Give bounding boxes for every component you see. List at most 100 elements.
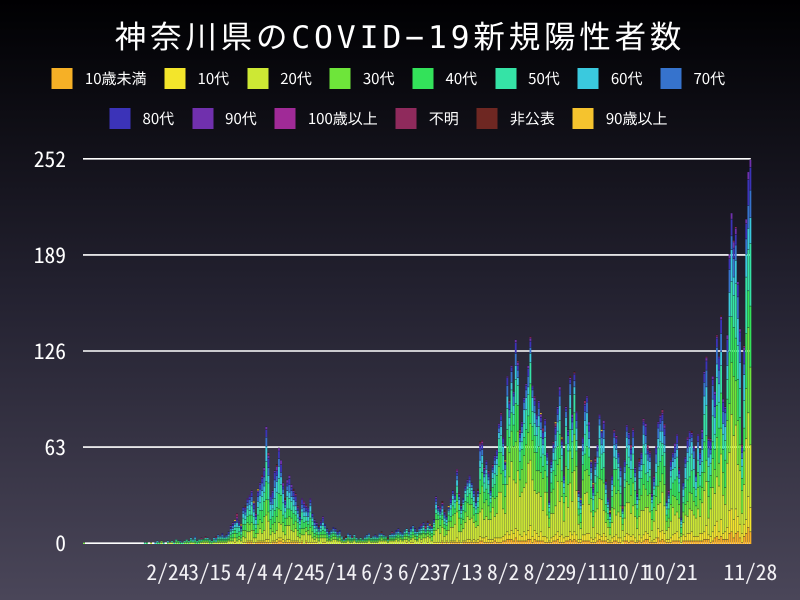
bar-segment-seam bbox=[221, 536, 224, 537]
bar-segment bbox=[583, 493, 586, 535]
bar-segment bbox=[410, 537, 412, 540]
bar-segment bbox=[307, 542, 310, 544]
bar-segment bbox=[565, 426, 567, 445]
bar-segment bbox=[317, 534, 320, 538]
bar-segment-seam bbox=[504, 461, 507, 462]
bar-segment-seam bbox=[659, 423, 662, 424]
bar-segment-seam bbox=[596, 533, 599, 534]
bar-segment bbox=[359, 542, 362, 544]
bar-segment-seam bbox=[519, 540, 521, 542]
bar-segment bbox=[736, 296, 739, 319]
bar-segment-seam bbox=[644, 443, 647, 444]
bar-segment bbox=[282, 531, 284, 540]
bar-segment bbox=[552, 513, 555, 537]
bar-segment bbox=[602, 420, 605, 424]
bar-segment bbox=[569, 376, 572, 378]
bar-segment-seam bbox=[519, 534, 521, 536]
bar-segment bbox=[674, 452, 676, 459]
bar-segment bbox=[711, 531, 714, 541]
bar-segment-seam bbox=[315, 528, 318, 530]
bar-segment bbox=[441, 501, 444, 503]
bar-segment bbox=[533, 423, 536, 436]
bar-segment bbox=[609, 516, 611, 520]
bar-segment-seam bbox=[451, 514, 454, 516]
bar-segment-seam bbox=[454, 542, 456, 543]
bar-segment-seam bbox=[336, 534, 339, 536]
bar-segment-seam bbox=[512, 392, 515, 394]
bar-segment bbox=[741, 478, 743, 491]
bar-segment-seam bbox=[722, 423, 725, 424]
bar-segment-seam bbox=[535, 470, 538, 472]
bar-segment-seam bbox=[292, 531, 295, 533]
bar-segment bbox=[609, 510, 611, 512]
bar-segment bbox=[598, 534, 601, 540]
bar-segment bbox=[575, 420, 578, 429]
bar-segment-seam bbox=[745, 238, 748, 240]
bar-segment-seam bbox=[619, 493, 622, 494]
bar-segment-seam bbox=[298, 542, 301, 543]
bar-segment-seam bbox=[563, 502, 565, 504]
bar-segment-seam bbox=[472, 501, 475, 502]
bar-segment bbox=[556, 431, 559, 447]
bar-segment bbox=[508, 403, 511, 410]
bar-segment bbox=[470, 540, 473, 543]
bar-segment bbox=[267, 458, 270, 468]
bar-segment-seam bbox=[621, 517, 624, 519]
bar-segment-seam bbox=[646, 539, 649, 540]
bar-segment bbox=[215, 540, 217, 543]
bar-segment bbox=[252, 542, 255, 544]
bar-segment-seam bbox=[257, 540, 259, 542]
bar-segment-seam bbox=[462, 498, 465, 499]
bar-segment bbox=[382, 539, 385, 541]
bar-segment bbox=[275, 542, 278, 544]
bar-segment-seam bbox=[387, 540, 389, 542]
bar-segment bbox=[630, 536, 632, 541]
bar-segment bbox=[366, 539, 368, 541]
bar-segment-seam bbox=[525, 540, 528, 542]
bar-segment-seam bbox=[269, 534, 272, 536]
bar-segment bbox=[531, 386, 534, 390]
bar-segment bbox=[246, 542, 249, 544]
bar-segment-seam bbox=[682, 496, 685, 497]
bar-segment bbox=[695, 518, 697, 537]
bar-segment-seam bbox=[460, 505, 463, 507]
bar-segment-seam bbox=[682, 534, 685, 536]
bar-segment-seam bbox=[596, 540, 599, 542]
bar-segment-seam bbox=[343, 537, 345, 539]
bar-segment-seam bbox=[651, 530, 653, 531]
bar-segment bbox=[428, 530, 431, 532]
bar-segment-seam bbox=[571, 472, 574, 473]
bar-segment bbox=[322, 522, 324, 526]
bar-segment-seam bbox=[192, 539, 194, 540]
bar-segment-seam bbox=[604, 522, 607, 523]
bar-segment-seam bbox=[613, 540, 616, 542]
bar-segment bbox=[749, 217, 752, 244]
bar-segment-seam bbox=[636, 517, 639, 519]
bar-segment bbox=[695, 489, 697, 497]
bar-segment-seam bbox=[248, 504, 251, 505]
bar-segment bbox=[387, 539, 389, 541]
bar-segment bbox=[500, 537, 502, 543]
bar-segment-seam bbox=[669, 520, 672, 522]
bar-segment bbox=[309, 534, 312, 543]
bar-segment-seam bbox=[525, 534, 528, 536]
bar-segment-seam bbox=[288, 478, 291, 479]
bar-segment-seam bbox=[231, 537, 234, 539]
bar-segment bbox=[240, 530, 243, 532]
bar-segment-seam bbox=[556, 430, 559, 432]
bar-segment bbox=[514, 353, 517, 366]
bar-segment bbox=[663, 484, 666, 506]
bar-segment bbox=[692, 458, 695, 470]
bar-segment-seam bbox=[552, 452, 555, 453]
bar-segment-seam bbox=[556, 408, 559, 409]
bar-segment bbox=[355, 539, 358, 541]
bar-segment bbox=[657, 423, 660, 429]
bar-segment-seam bbox=[745, 253, 748, 255]
bar-segment-seam bbox=[506, 429, 509, 430]
bar-segment bbox=[525, 540, 528, 544]
bar-segment-seam bbox=[724, 408, 727, 409]
bar-segment bbox=[286, 496, 289, 509]
bar-segment-seam bbox=[265, 446, 268, 447]
bar-segment bbox=[273, 533, 276, 541]
bar-segment bbox=[607, 513, 609, 520]
